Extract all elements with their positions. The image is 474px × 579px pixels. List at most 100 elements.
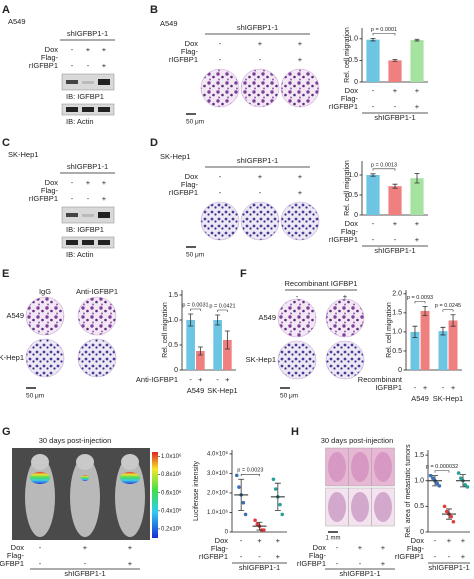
- data-point: [280, 512, 285, 517]
- group-label: A549: [187, 386, 205, 395]
- treatment-label: Flag-: [341, 94, 359, 103]
- p-value: p = 0.0245: [435, 303, 461, 309]
- treatment-label: Flag-: [211, 544, 229, 553]
- bar: [448, 320, 458, 370]
- row-label: SK-Hep1: [0, 353, 24, 362]
- group-label: SK-Hep1: [207, 386, 237, 395]
- construct-label: shIGFBP1-1: [237, 23, 278, 32]
- micrograph: [325, 298, 365, 338]
- scale-label: 50 μm: [280, 393, 298, 400]
- treatment-label: Dox: [215, 536, 229, 545]
- treatment-label: Dox: [345, 219, 359, 228]
- data-point: [271, 477, 276, 482]
- y-tick-label: 2.0: [392, 291, 402, 298]
- data-point: [278, 502, 282, 507]
- construct-label: shIGFBP1-1: [339, 569, 380, 578]
- treatment-label: rIGFBP1: [395, 552, 424, 561]
- error-bar: [450, 314, 456, 327]
- micrograph: [77, 296, 117, 336]
- data-point: [445, 509, 449, 514]
- scale-label: 50 μm: [186, 119, 204, 126]
- bar: [438, 331, 448, 370]
- treatment-sign: +: [258, 172, 263, 181]
- treatment-sign: -: [87, 61, 90, 70]
- error-bar: [422, 305, 428, 316]
- treatment-sign: -: [414, 383, 417, 392]
- y-tick-label: 0.5: [348, 192, 358, 199]
- scale-label: 1 mm: [326, 536, 341, 542]
- error-bar: [224, 330, 230, 350]
- blot-label: IB: Actin: [66, 250, 94, 259]
- data-point: [273, 487, 278, 491]
- y-tick-label: 1.0: [348, 172, 358, 179]
- treatment-label: Dox: [185, 172, 199, 181]
- y-axis-label: Rel. cell migration: [344, 27, 351, 83]
- treatment-label: Flag-: [181, 180, 199, 189]
- treatment-label: Flag-: [309, 551, 327, 560]
- treatment-sign: +: [276, 552, 281, 561]
- treatment-label: Flag-: [41, 186, 59, 195]
- y-tick-label: 1.0: [392, 329, 402, 336]
- treatment-label: Dox: [345, 86, 359, 95]
- treatment-sign: -: [258, 552, 261, 561]
- p-value: p = 0.000032: [426, 464, 458, 470]
- treatment-sign: -: [394, 235, 397, 244]
- y-tick-label: 0.5: [348, 57, 358, 64]
- error-bar: [392, 183, 398, 189]
- construct-label: shIGFBP1-1: [64, 569, 105, 578]
- significance-bracket: [190, 308, 201, 311]
- error-bar: [460, 474, 466, 488]
- treatment-sign: -: [84, 559, 87, 568]
- mouse-head: [121, 454, 139, 470]
- y-tick-label: 0: [354, 212, 358, 219]
- treatment-sign: -: [336, 559, 339, 568]
- treatment-label: Flag-: [41, 53, 59, 62]
- colorbar-label: 0.8x10⁶: [161, 471, 182, 478]
- column-label: IgG: [39, 287, 51, 296]
- treatment-sign: -: [219, 39, 222, 48]
- treatment-label: Recombinant: [358, 375, 403, 384]
- y-tick-label: 1.5: [392, 310, 402, 317]
- tissue: [351, 492, 369, 522]
- treatment-sign: +: [415, 235, 420, 244]
- treatment-sign: +: [276, 536, 281, 545]
- column-label: Recombinant IGFBP1: [285, 279, 358, 288]
- colorbar-label: 1.0x10⁶: [161, 453, 182, 460]
- error-bar: [414, 38, 420, 42]
- micrograph: [325, 340, 365, 380]
- treatment-sign: -: [296, 292, 299, 301]
- construct-label: shIGFBP1-1: [67, 29, 108, 38]
- treatment-sign: +: [358, 543, 363, 552]
- y-tick-label: 1.0: [348, 36, 358, 43]
- treatment-sign: -: [71, 45, 74, 54]
- y-tick-label: 1.0: [168, 317, 178, 324]
- treatment-sign: -: [448, 552, 451, 561]
- bar: [410, 40, 424, 82]
- y-tick-label: 0.5: [168, 342, 178, 349]
- blot-band: [66, 107, 78, 112]
- treatment-label: Dox: [313, 543, 327, 552]
- y-axis-label: Luciferase intensity: [193, 461, 200, 521]
- error-bar: [412, 325, 418, 339]
- row-label: A549: [258, 313, 276, 322]
- panel-letter: B: [150, 4, 158, 16]
- treatment-sign: +: [381, 559, 386, 568]
- treatment-sign: +: [461, 552, 466, 561]
- treatment-label: Dox: [411, 536, 425, 545]
- data-point: [435, 481, 440, 486]
- treatment-sign: -: [394, 102, 397, 111]
- panel-letter: A: [2, 4, 10, 16]
- treatment-label: Dox: [185, 39, 199, 48]
- blot-band: [66, 240, 78, 245]
- data-point: [262, 528, 266, 532]
- data-point: [241, 500, 246, 505]
- error-bar: [238, 478, 245, 511]
- treatment-label: Flag-: [407, 544, 425, 553]
- treatment-sign: +: [102, 45, 107, 54]
- signal: [81, 475, 89, 481]
- data-point: [451, 519, 456, 524]
- bar: [410, 331, 420, 370]
- mouse-head: [76, 454, 94, 470]
- bar: [223, 340, 232, 370]
- y-tick-label: 1.0×10⁶: [207, 509, 229, 516]
